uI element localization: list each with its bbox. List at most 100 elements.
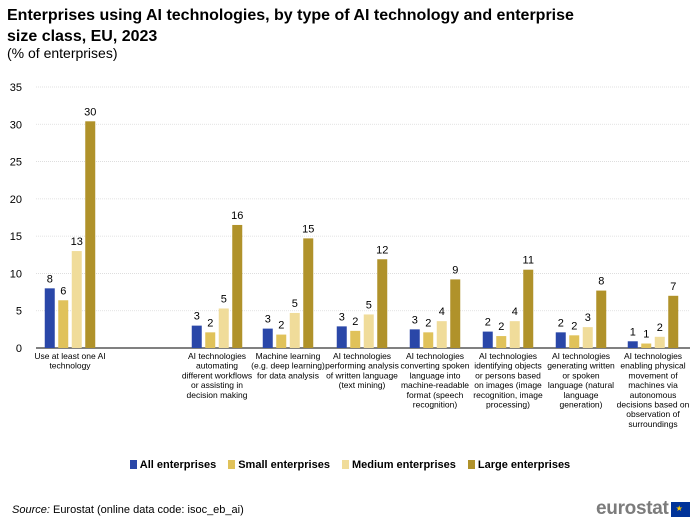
legend-label: Medium enterprises [351, 459, 456, 471]
legend-label: All enterprises [139, 459, 217, 471]
data-label: 2 [657, 322, 663, 334]
x-category-label: Machine learning (e.g. deep learning) for … [251, 351, 325, 380]
bar [71, 251, 82, 348]
bar [409, 329, 420, 348]
bar [423, 332, 434, 348]
bar [555, 332, 566, 348]
x-category-label: AI technologies converting spoken language… [401, 351, 470, 410]
legend-item: Small enterprises [228, 459, 330, 471]
data-label: 8 [598, 276, 604, 288]
data-label: 8 [47, 273, 53, 285]
data-label: 30 [84, 106, 96, 118]
bar [191, 325, 202, 348]
legend-label: Small enterprises [238, 459, 330, 471]
bar [654, 336, 665, 348]
data-label: 7 [670, 281, 676, 293]
data-label: 13 [71, 236, 83, 248]
x-category-label: Use at least one AI technology [34, 351, 105, 371]
bar [336, 326, 347, 348]
y-tick-label: 15 [10, 231, 22, 243]
data-label: 5 [292, 298, 298, 310]
data-label: 12 [376, 244, 388, 256]
data-label: 3 [339, 311, 345, 323]
bar [569, 335, 580, 348]
data-label: 4 [512, 306, 518, 318]
data-label: 3 [585, 312, 591, 324]
bar [205, 332, 216, 348]
data-label: 1 [630, 326, 636, 338]
data-label: 2 [558, 317, 564, 329]
x-axis-category-labels: Use at least one AI technology AI technolo… [34, 351, 689, 429]
bars [44, 121, 679, 348]
legend-label: Large enterprises [477, 459, 571, 471]
data-label: 2 [425, 317, 431, 329]
bar [232, 224, 243, 348]
y-tick-label: 10 [10, 268, 22, 280]
y-tick-label: 5 [16, 306, 22, 318]
x-category-label: AI technologies automating different workf… [182, 351, 252, 400]
eurostat-logo: eurostat [596, 498, 690, 520]
data-label: 3 [412, 314, 418, 326]
y-tick-label: 20 [10, 194, 22, 206]
logo-text: eurostat [596, 498, 669, 519]
y-tick-label: 25 [10, 157, 22, 169]
bar [262, 328, 273, 348]
x-category-label: AI technologies identifying objects or per… [473, 351, 543, 410]
y-tick-label: 35 [10, 82, 22, 94]
gridlines [36, 86, 690, 349]
bar [509, 321, 520, 348]
legend-swatch [467, 460, 475, 469]
source-note: Source: Eurostat (online data code: isoc… [12, 504, 244, 516]
data-label: 4 [439, 306, 445, 318]
bar [303, 238, 314, 348]
bar [436, 321, 447, 348]
data-label: 1 [643, 329, 649, 341]
data-label: 2 [485, 317, 491, 329]
bar [627, 341, 638, 348]
bar [668, 295, 679, 348]
data-label: 2 [278, 320, 284, 332]
data-label: 2 [498, 321, 504, 333]
x-category-label: AI technologies performing analysis of wri… [325, 351, 399, 390]
bar [496, 336, 507, 348]
legend-swatch [228, 460, 236, 469]
legend-item: Large enterprises [467, 459, 571, 471]
data-label: 15 [302, 223, 314, 235]
data-label: 9 [452, 264, 458, 276]
legend: All enterprises Small enterprises Medium e… [0, 459, 700, 471]
data-label: 6 [60, 285, 66, 297]
legend-item: All enterprises [129, 459, 217, 471]
bar [363, 314, 374, 348]
bar [523, 269, 534, 348]
source-text: Eurostat (online data code: isoc_eb_ai) [49, 504, 244, 516]
data-label: 5 [366, 299, 372, 311]
bar [582, 327, 593, 348]
bar [276, 334, 287, 348]
bar [450, 279, 461, 348]
chart-title: Enterprises using AI technologies, by ty… [7, 7, 574, 45]
data-label: 2 [571, 320, 577, 332]
y-tick-label: 0 [16, 343, 22, 355]
legend-swatch [129, 460, 137, 469]
legend-swatch [341, 460, 349, 469]
bar [289, 312, 300, 348]
bar [482, 331, 493, 348]
bar [596, 290, 607, 348]
bar [218, 308, 229, 348]
bar [58, 300, 69, 348]
data-label: 2 [352, 316, 358, 328]
bar [85, 121, 96, 348]
legend-item: Medium enterprises [341, 459, 456, 471]
data-label: 3 [194, 311, 200, 323]
data-label: 3 [265, 314, 271, 326]
data-label: 5 [221, 293, 227, 305]
source-prefix: Source: [12, 504, 50, 516]
data-label: 11 [523, 255, 534, 267]
bar [641, 343, 652, 348]
data-label: 2 [207, 317, 213, 329]
y-tick-label: 30 [10, 119, 22, 131]
chart-subtitle: (% of enterprises) [7, 45, 118, 61]
bar [44, 288, 55, 348]
